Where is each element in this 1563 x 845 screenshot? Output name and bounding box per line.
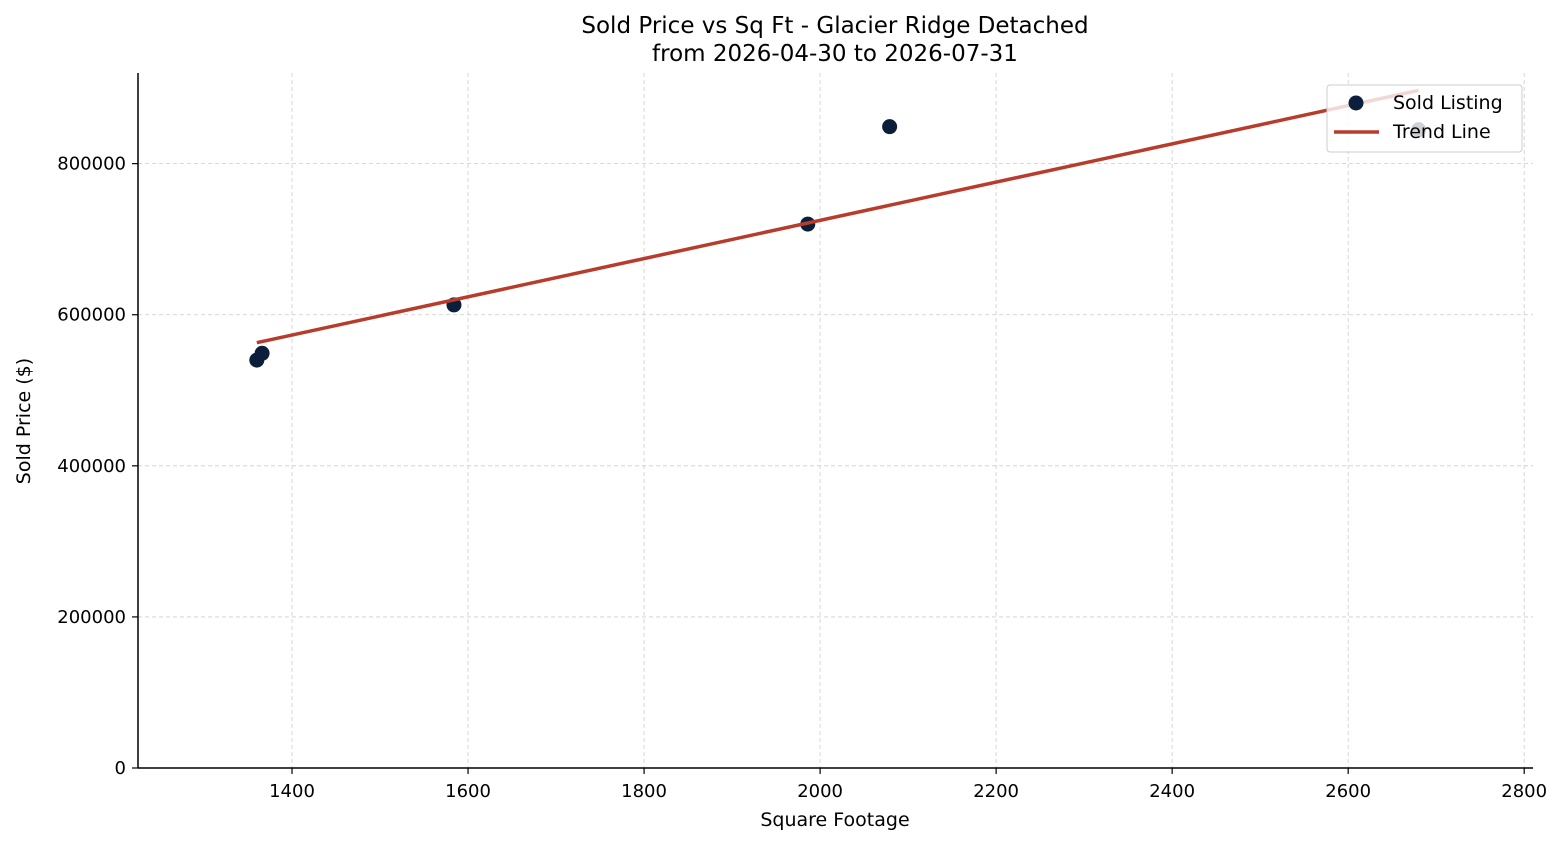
x-tick-label: 1600 [445,781,491,802]
series [249,88,1427,368]
axes [137,73,1533,769]
data-point [882,119,898,135]
legend-box [1326,84,1523,153]
legend-label-sold-listing: Sold Listing [1393,92,1503,114]
y-tick-label: 600000 [57,305,126,326]
x-ticks: 1400 1600 1800 2000 2200 2400 2600 2800 [269,768,1547,802]
x-tick-label: 1400 [269,781,315,802]
y-tick-label: 400000 [57,456,126,477]
x-axis-label: Square Footage [760,809,909,831]
grid [138,73,1533,768]
chart-title: Sold Price vs Sq Ft - Glacier Ridge Deta… [581,13,1088,39]
trend-line [256,88,1419,345]
x-tick-label: 2400 [1149,781,1195,802]
y-axis-label: Sold Price ($) [13,358,35,484]
y-tick-label: 0 [115,758,126,779]
y-ticks: 0 200000 400000 600000 800000 [57,154,138,779]
legend: Sold Listing Trend Line [1326,84,1523,153]
chart-subtitle: from 2026-04-30 to 2026-07-31 [652,41,1018,67]
y-tick-label: 800000 [57,154,126,175]
y-tick-label: 200000 [57,607,126,628]
x-tick-label: 2000 [797,781,843,802]
x-tick-label: 2200 [973,781,1019,802]
x-tick-label: 1800 [621,781,667,802]
legend-marker-sold-listing [1348,95,1364,111]
x-tick-label: 2800 [1501,781,1547,802]
x-tick-label: 2600 [1325,781,1371,802]
data-point [254,345,270,361]
legend-label-trend-line: Trend Line [1392,121,1491,143]
